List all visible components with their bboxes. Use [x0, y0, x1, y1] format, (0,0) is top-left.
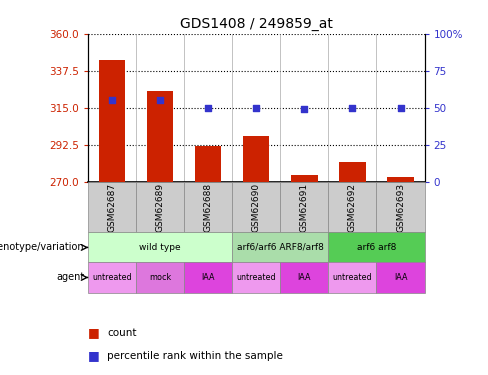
FancyBboxPatch shape: [232, 262, 280, 292]
Point: [156, 97, 164, 103]
FancyBboxPatch shape: [280, 262, 328, 292]
Point: [348, 105, 356, 111]
Point: [108, 97, 116, 103]
Text: arf6 arf8: arf6 arf8: [357, 243, 396, 252]
FancyBboxPatch shape: [328, 262, 376, 292]
Text: IAA: IAA: [298, 273, 311, 282]
Text: GSM62691: GSM62691: [300, 183, 309, 232]
Text: GSM62690: GSM62690: [252, 183, 261, 232]
Text: GSM62687: GSM62687: [107, 183, 117, 232]
Text: wild type: wild type: [139, 243, 181, 252]
Bar: [387, 177, 414, 182]
Text: arf6/arf6 ARF8/arf8: arf6/arf6 ARF8/arf8: [237, 243, 324, 252]
Text: GSM62688: GSM62688: [203, 183, 213, 232]
FancyBboxPatch shape: [88, 182, 136, 232]
FancyBboxPatch shape: [136, 182, 184, 232]
FancyBboxPatch shape: [280, 182, 328, 232]
FancyBboxPatch shape: [232, 182, 280, 232]
Text: untreated: untreated: [333, 273, 372, 282]
Text: untreated: untreated: [236, 273, 276, 282]
Text: GSM62693: GSM62693: [396, 183, 405, 232]
Bar: [291, 175, 318, 181]
FancyBboxPatch shape: [184, 182, 232, 232]
Bar: [243, 136, 269, 182]
FancyBboxPatch shape: [376, 262, 425, 292]
Text: ■: ■: [88, 349, 100, 362]
Text: untreated: untreated: [92, 273, 132, 282]
Text: IAA: IAA: [202, 273, 215, 282]
Text: genotype/variation: genotype/variation: [0, 243, 84, 252]
Bar: [99, 60, 125, 182]
Text: GSM62689: GSM62689: [156, 183, 164, 232]
Point: [397, 105, 405, 111]
Point: [252, 105, 260, 111]
Text: agent: agent: [56, 273, 84, 282]
FancyBboxPatch shape: [88, 262, 136, 292]
Text: IAA: IAA: [394, 273, 407, 282]
Text: GSM62692: GSM62692: [348, 183, 357, 231]
FancyBboxPatch shape: [376, 182, 425, 232]
FancyBboxPatch shape: [232, 232, 328, 262]
Text: count: count: [107, 328, 137, 338]
FancyBboxPatch shape: [88, 232, 232, 262]
Point: [301, 106, 308, 112]
FancyBboxPatch shape: [328, 182, 376, 232]
Text: mock: mock: [149, 273, 171, 282]
FancyBboxPatch shape: [184, 262, 232, 292]
FancyBboxPatch shape: [136, 262, 184, 292]
Text: percentile rank within the sample: percentile rank within the sample: [107, 351, 283, 361]
Point: [204, 105, 212, 111]
Text: ■: ■: [88, 326, 100, 339]
Bar: [195, 146, 222, 182]
Title: GDS1408 / 249859_at: GDS1408 / 249859_at: [180, 17, 333, 32]
Bar: [339, 162, 366, 182]
Bar: [147, 91, 173, 182]
FancyBboxPatch shape: [328, 232, 425, 262]
